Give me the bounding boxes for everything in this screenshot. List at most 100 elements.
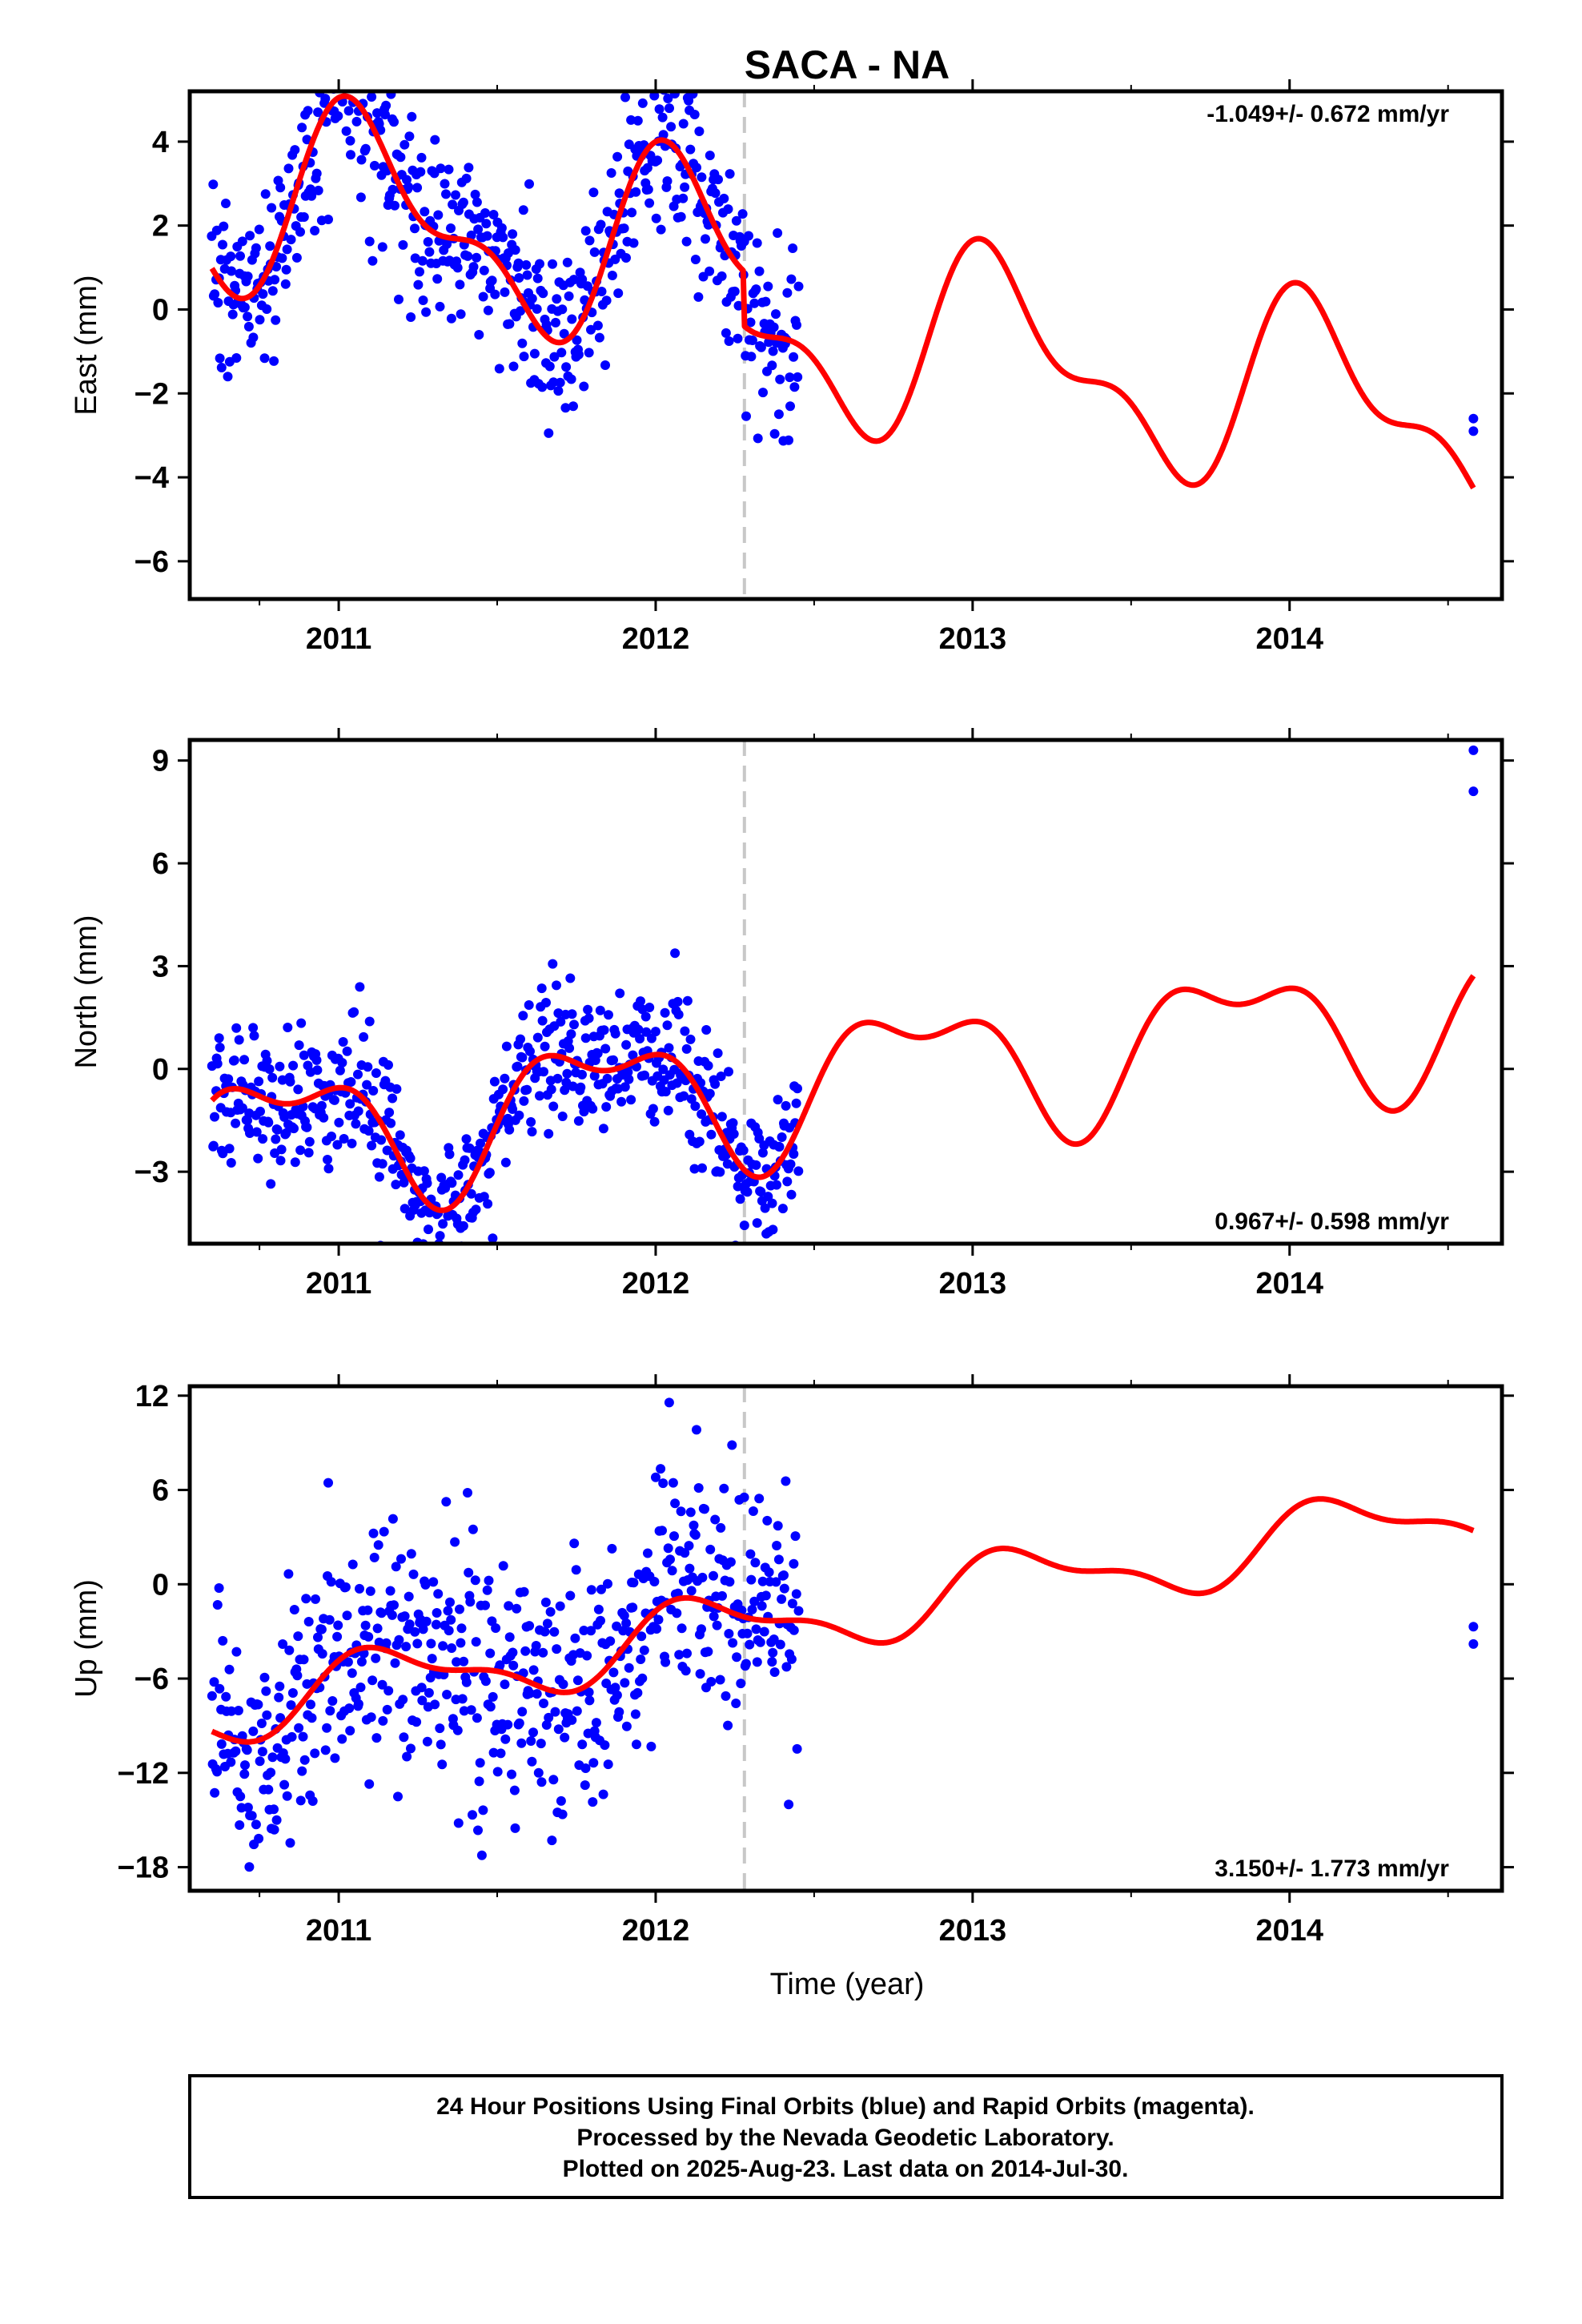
data-point — [657, 1526, 667, 1536]
data-point — [461, 1677, 472, 1687]
data-point — [353, 1699, 363, 1709]
data-point — [518, 205, 528, 215]
data-point — [295, 227, 305, 237]
data-point — [444, 1149, 455, 1160]
data-point — [278, 1639, 288, 1649]
data-point — [725, 1577, 735, 1587]
data-point — [489, 1076, 500, 1087]
data-point — [598, 1789, 608, 1799]
data-point — [600, 360, 610, 370]
data-point — [715, 1167, 725, 1177]
data-point — [553, 386, 564, 396]
x-tick-label: 2014 — [1255, 1267, 1323, 1301]
data-point — [528, 1665, 539, 1675]
data-point — [432, 1608, 442, 1618]
data-point — [251, 243, 261, 253]
data-point — [396, 1554, 406, 1564]
data-point — [324, 1614, 335, 1625]
data-point — [549, 352, 560, 362]
data-point — [253, 1699, 263, 1710]
data-point — [544, 361, 555, 372]
data-point — [649, 91, 660, 101]
data-point — [295, 1795, 306, 1806]
data-point — [372, 108, 382, 119]
data-point — [243, 1116, 252, 1126]
data-point — [258, 1134, 268, 1144]
data-point — [307, 1796, 318, 1806]
data-point — [669, 1531, 679, 1542]
data-point — [475, 1758, 485, 1768]
data-point — [260, 189, 271, 199]
data-point — [773, 228, 783, 238]
data-point — [552, 294, 562, 304]
data-point — [235, 1820, 245, 1830]
data-point — [757, 1601, 767, 1611]
data-point — [271, 315, 281, 325]
data-point — [275, 1713, 286, 1723]
data-point — [317, 1649, 327, 1659]
data-point — [567, 314, 577, 324]
data-point — [327, 1696, 338, 1706]
data-point — [719, 1483, 729, 1494]
data-point — [359, 1031, 369, 1042]
data-point — [398, 239, 408, 250]
data-point — [553, 1724, 564, 1735]
data-point — [580, 1763, 591, 1773]
data-point — [209, 1677, 219, 1687]
data-point — [275, 183, 286, 193]
data-point — [729, 1129, 739, 1139]
y-axis-label: East (mm) — [70, 275, 103, 415]
data-point — [567, 1715, 577, 1725]
data-point — [741, 1659, 751, 1669]
data-point — [744, 231, 753, 241]
data-point — [368, 1528, 379, 1538]
data-point — [1468, 1622, 1479, 1632]
data-point — [716, 1072, 726, 1081]
data-point — [327, 1132, 336, 1141]
data-point — [272, 1124, 283, 1135]
data-point — [483, 305, 493, 316]
data-point — [568, 1081, 578, 1092]
data-point — [367, 255, 378, 266]
data-point — [269, 1824, 279, 1835]
data-point — [697, 1624, 706, 1634]
data-point — [283, 1569, 294, 1579]
data-point — [641, 1027, 652, 1037]
y-tick-label: −6 — [135, 545, 169, 579]
data-point — [607, 271, 617, 280]
data-point — [516, 306, 525, 316]
data-point — [514, 1110, 524, 1120]
data-point — [282, 244, 292, 255]
model-fit-line — [210, 974, 1476, 1213]
data-point — [566, 1029, 576, 1039]
data-point — [307, 1713, 317, 1723]
data-point — [619, 223, 629, 234]
data-point — [694, 127, 705, 136]
data-point — [713, 1048, 723, 1059]
data-point — [706, 1129, 717, 1140]
data-point — [608, 1667, 619, 1678]
data-point — [646, 1741, 656, 1751]
data-point — [685, 1563, 695, 1574]
data-point — [408, 1569, 419, 1579]
data-point — [738, 1145, 749, 1156]
data-point — [428, 1577, 439, 1587]
data-point — [636, 996, 645, 1007]
data-point — [498, 232, 508, 243]
y-tick-label: −2 — [135, 377, 169, 411]
data-point — [557, 304, 568, 315]
data-point — [785, 1159, 796, 1169]
data-point — [556, 1016, 566, 1027]
data-point — [544, 1128, 554, 1139]
data-point — [446, 313, 456, 324]
data-point — [464, 1567, 474, 1578]
data-point — [789, 1625, 799, 1635]
data-point — [455, 279, 465, 290]
data-point — [478, 292, 488, 302]
data-point — [721, 1691, 731, 1701]
data-point — [215, 1043, 225, 1052]
data-point — [483, 1199, 493, 1209]
data-point — [456, 1623, 467, 1634]
data-point — [630, 1709, 640, 1719]
data-point — [686, 1094, 697, 1104]
